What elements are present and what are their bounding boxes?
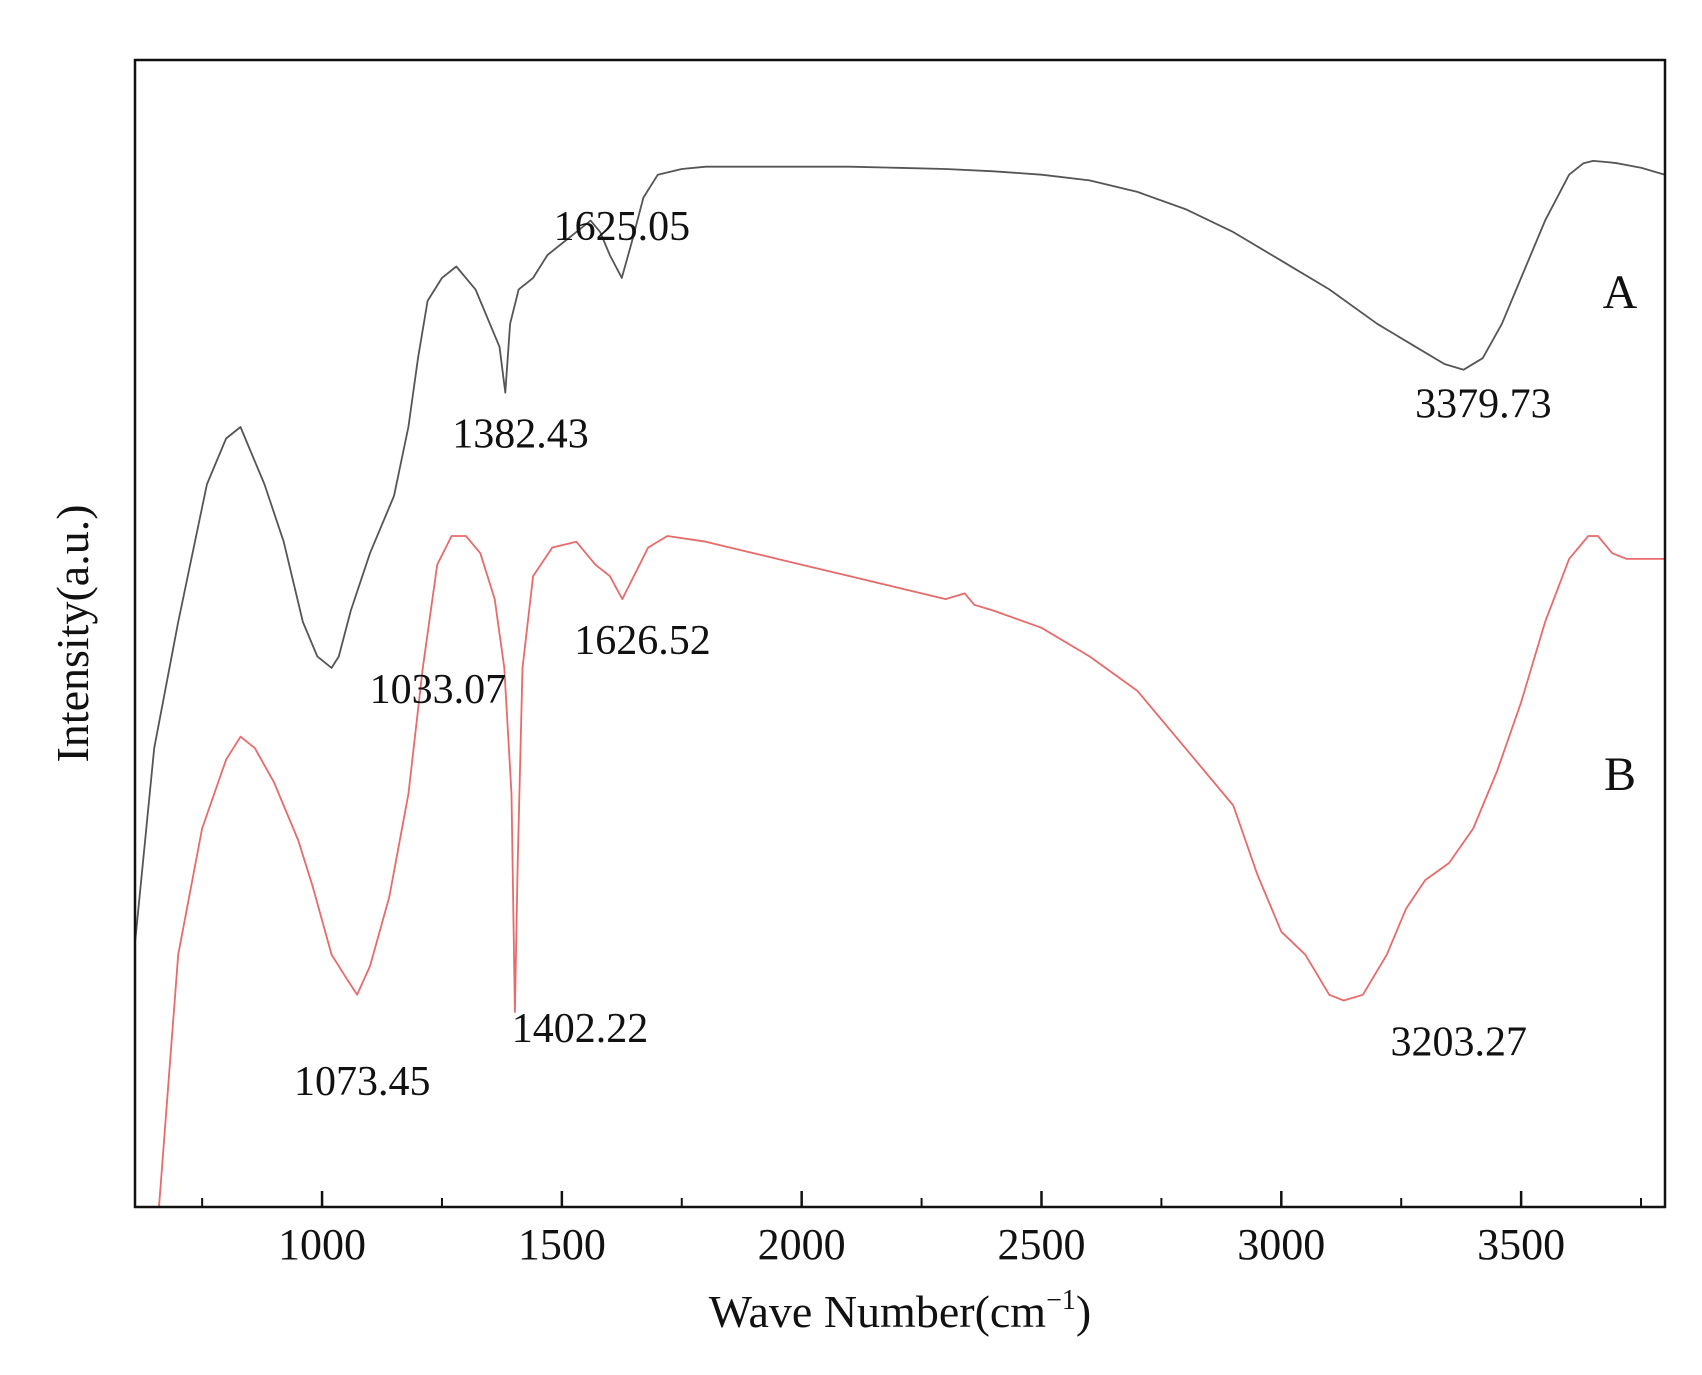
x-tick-label: 1000 xyxy=(278,1220,366,1269)
x-axis-ticks: 1000 1500 2000 2500 3000 3500 xyxy=(201,1191,1643,1269)
peak-annotations: 1382.43 1625.05 3379.73 1033.07 1626.52 1073.… xyxy=(294,204,1552,1105)
series-label-b: B xyxy=(1604,748,1636,801)
x-tick-label: 1500 xyxy=(518,1220,606,1269)
x-tick-label: 2500 xyxy=(997,1220,1085,1269)
series-layer xyxy=(134,160,1666,1208)
peak-label: 1073.45 xyxy=(294,1059,431,1105)
series-line-b xyxy=(158,535,1665,1208)
peak-label: 3203.27 xyxy=(1391,1020,1528,1066)
x-tick-label: 3000 xyxy=(1237,1220,1325,1269)
peak-label: 1382.43 xyxy=(452,412,589,458)
series-label-a: A xyxy=(1603,266,1638,319)
y-axis-title: Intensity(a.u.) xyxy=(47,504,98,762)
peak-label: 1402.22 xyxy=(512,1006,649,1052)
series-labels: AB xyxy=(1603,266,1638,801)
x-axis-title: Wave Number(cm−1) xyxy=(709,1285,1091,1337)
x-tick-label: 2000 xyxy=(758,1220,846,1269)
peak-label: 3379.73 xyxy=(1415,382,1552,428)
plot-frame xyxy=(133,58,1667,1209)
series-line-a xyxy=(134,160,1666,944)
peak-label: 1033.07 xyxy=(370,667,507,713)
x-axis-title-main: Wave Number(cm xyxy=(709,1286,1047,1337)
x-axis-title-close: ) xyxy=(1076,1286,1091,1337)
peak-label: 1625.05 xyxy=(554,204,691,250)
x-tick-label: 3500 xyxy=(1477,1220,1565,1269)
x-axis-title-sup: −1 xyxy=(1046,1285,1076,1316)
peak-label: 1626.52 xyxy=(574,618,711,664)
